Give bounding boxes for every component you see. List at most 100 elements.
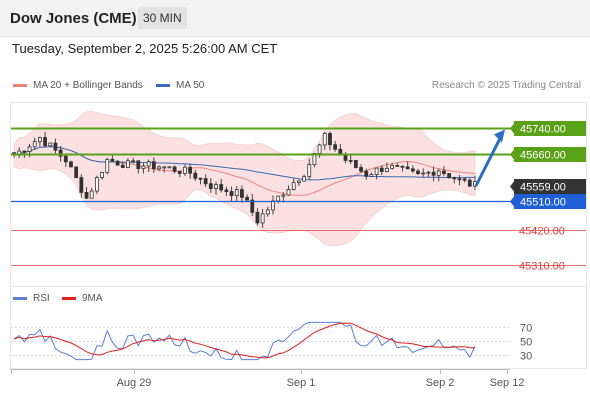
candle-body — [286, 189, 291, 196]
candle-body — [224, 189, 229, 192]
level-label-resistance: 45740.00 — [520, 124, 566, 136]
x-tick-label: Sep 1 — [287, 377, 316, 389]
candle-body — [452, 177, 457, 180]
rsi-line — [13, 321, 476, 361]
candle-body — [100, 172, 104, 178]
legend-ma20-bb: MA 20 + Bollinger Bands — [13, 80, 143, 91]
level-tag-pointer — [510, 149, 514, 160]
candle-body — [141, 165, 146, 169]
candle-body — [281, 194, 286, 197]
candle-body — [364, 170, 369, 177]
level-label-price: 45559.00 — [520, 182, 566, 194]
candle-body — [58, 149, 63, 157]
level-label-target: 45310.00 — [519, 261, 565, 273]
chart-header: Dow Jones (CME) 30 MIN — [0, 0, 590, 37]
rsi-tick-label: 50 — [520, 337, 532, 349]
candle-body — [208, 183, 213, 189]
candle-body — [467, 179, 472, 187]
candle-body — [162, 166, 167, 169]
level-tag-price — [514, 179, 586, 194]
legend-ma50-label: MA 50 — [176, 80, 205, 91]
x-tick-label: Sep 2 — [426, 377, 455, 389]
legend-rsi-ma: 9MA — [62, 293, 103, 304]
timeframe-badge[interactable]: 30 MIN — [138, 7, 187, 29]
candle-body — [353, 160, 358, 168]
candle-body — [63, 155, 68, 163]
candle-body — [395, 165, 400, 167]
x-tick-label: Aug 29 — [117, 377, 152, 389]
candle-body — [322, 133, 327, 146]
candle-body — [400, 165, 405, 168]
candle-body — [172, 166, 177, 172]
level-label-support: 45510.00 — [520, 197, 566, 209]
candle-body — [374, 167, 379, 176]
candle-body — [229, 191, 234, 196]
candle-body — [410, 168, 415, 172]
x-tick-label: Sep 12 — [490, 377, 525, 389]
candle-body — [48, 142, 53, 147]
candle-body — [312, 153, 317, 166]
candle-body — [255, 211, 260, 224]
ma20-swatch — [13, 84, 27, 87]
candle-body — [359, 167, 363, 172]
candle-body — [214, 184, 218, 189]
candle-body — [146, 161, 151, 167]
candle-body — [245, 196, 249, 201]
level-label-target: 45420.00 — [519, 226, 565, 238]
candle-body — [436, 170, 441, 176]
candle-body — [442, 170, 446, 174]
candle-body — [219, 184, 224, 191]
candle-body — [260, 213, 265, 224]
legend-rsi-label: RSI — [33, 293, 50, 304]
candle-body — [416, 170, 420, 175]
candle-body — [126, 160, 130, 168]
candle-body — [203, 178, 208, 185]
candle-body — [193, 172, 198, 179]
candle-body — [198, 177, 203, 180]
candle-body — [188, 166, 193, 174]
candle-body — [131, 160, 136, 163]
level-label-resistance: 45660.00 — [520, 150, 566, 162]
rsi-panel-frame — [10, 286, 587, 369]
candle-body — [307, 164, 312, 178]
research-credit: Research © 2025 Trading Central — [431, 80, 581, 91]
candle-body — [457, 178, 462, 181]
candle-body — [426, 171, 431, 174]
legend-ma20-label: MA 20 + Bollinger Bands — [33, 80, 143, 91]
candle-body — [385, 167, 389, 172]
candle-body — [136, 160, 141, 169]
legend-rsi-ma-label: 9MA — [82, 293, 103, 304]
candle-body — [317, 144, 322, 154]
rsi-ma-line — [13, 322, 475, 359]
candle-body — [69, 161, 73, 168]
candle-body — [115, 160, 120, 166]
rsi-tick-label: 70 — [520, 323, 532, 335]
candle-body — [151, 161, 156, 170]
candle-body — [291, 182, 296, 190]
candle-body — [234, 189, 239, 196]
rsi-swatch — [13, 297, 27, 300]
rsi-tick-label: 30 — [520, 351, 532, 363]
candle-body — [167, 166, 172, 169]
candle-body — [240, 189, 244, 198]
level-tag-resistance — [514, 121, 586, 136]
level-tag-resistance — [514, 147, 586, 162]
legend-ma50: MA 50 — [156, 80, 204, 91]
candle-body — [32, 141, 37, 148]
candle-body — [265, 209, 270, 215]
candle-body — [405, 166, 410, 170]
candle-body — [369, 174, 374, 177]
candle-body — [462, 178, 467, 181]
candle-body — [22, 150, 27, 153]
candle-body — [74, 166, 79, 179]
candle-body — [84, 192, 89, 199]
candle-body — [110, 158, 115, 162]
candle-body — [333, 144, 338, 150]
candle-body — [37, 137, 42, 142]
candle-body — [120, 164, 125, 168]
candle-body — [53, 142, 58, 151]
level-tag-pointer — [510, 181, 514, 192]
level-tag-pointer — [510, 123, 514, 134]
instrument-title: Dow Jones (CME) — [10, 10, 137, 27]
